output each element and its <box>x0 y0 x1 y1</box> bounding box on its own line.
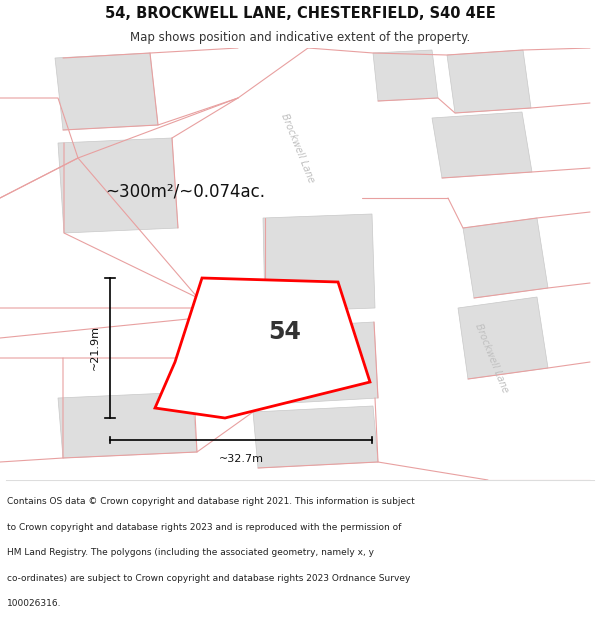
Polygon shape <box>463 218 548 298</box>
Polygon shape <box>58 138 178 233</box>
Text: ~300m²/~0.074ac.: ~300m²/~0.074ac. <box>105 183 265 201</box>
Text: 100026316.: 100026316. <box>7 599 62 608</box>
Text: co-ordinates) are subject to Crown copyright and database rights 2023 Ordnance S: co-ordinates) are subject to Crown copyr… <box>7 574 410 582</box>
Polygon shape <box>268 322 378 404</box>
Polygon shape <box>263 214 375 312</box>
Text: to Crown copyright and database rights 2023 and is reproduced with the permissio: to Crown copyright and database rights 2… <box>7 522 401 532</box>
Text: Contains OS data © Crown copyright and database right 2021. This information is : Contains OS data © Crown copyright and d… <box>7 498 415 506</box>
Polygon shape <box>458 297 548 379</box>
Polygon shape <box>432 112 532 178</box>
Text: Brockwell Lane: Brockwell Lane <box>280 112 316 184</box>
Text: Brockwell Lane: Brockwell Lane <box>473 322 511 394</box>
Text: HM Land Registry. The polygons (including the associated geometry, namely x, y: HM Land Registry. The polygons (includin… <box>7 548 374 557</box>
Polygon shape <box>58 392 197 458</box>
Polygon shape <box>55 53 158 130</box>
Text: ~32.7m: ~32.7m <box>218 454 263 464</box>
Text: 54, BROCKWELL LANE, CHESTERFIELD, S40 4EE: 54, BROCKWELL LANE, CHESTERFIELD, S40 4E… <box>104 6 496 21</box>
Text: Map shows position and indicative extent of the property.: Map shows position and indicative extent… <box>130 31 470 44</box>
Polygon shape <box>242 48 362 198</box>
Text: 54: 54 <box>269 320 301 344</box>
Polygon shape <box>253 406 378 468</box>
Text: ~21.9m: ~21.9m <box>90 326 100 371</box>
Polygon shape <box>155 278 370 418</box>
Polygon shape <box>373 50 438 101</box>
Polygon shape <box>378 198 558 480</box>
Polygon shape <box>447 50 531 113</box>
